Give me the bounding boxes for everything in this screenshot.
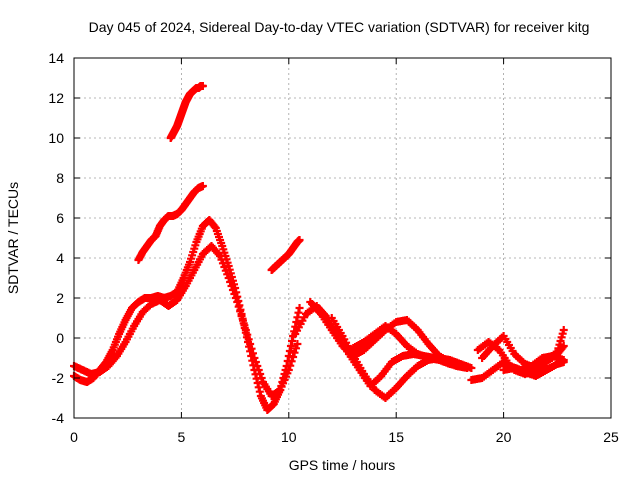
data-point	[228, 286, 237, 294]
x-axis-label: GPS time / hours	[289, 457, 396, 473]
x-tick-label: 25	[603, 429, 619, 445]
y-tick-label: 6	[56, 210, 64, 226]
data-point	[467, 364, 476, 372]
data-point	[247, 344, 256, 353]
data-point	[251, 358, 260, 366]
data-point	[237, 312, 246, 320]
x-tick-label: 10	[281, 429, 297, 445]
series-evening-rise	[267, 236, 304, 274]
plot-frame	[73, 57, 612, 419]
y-tick-label: 4	[56, 250, 64, 266]
data-point	[231, 294, 240, 302]
data-point	[253, 362, 262, 370]
data-point	[295, 236, 304, 244]
y-tick-label: -2	[52, 370, 65, 386]
data-point	[254, 366, 263, 374]
data-point	[234, 302, 243, 311]
data-points	[70, 82, 568, 414]
data-point	[236, 307, 245, 316]
data-point	[240, 321, 249, 330]
data-point	[249, 349, 257, 358]
data-point	[287, 357, 296, 366]
data-point	[198, 82, 207, 90]
data-point	[233, 298, 242, 306]
y-tick-label: 2	[56, 290, 64, 306]
series-top-arc	[166, 82, 207, 142]
series-main-diurnal	[70, 216, 304, 414]
data-point	[559, 342, 568, 350]
data-point	[227, 282, 236, 290]
chart-title: Day 045 of 2024, Sidereal Day-to-day VTE…	[89, 19, 590, 35]
y-tick-label: 14	[48, 50, 64, 66]
data-point	[291, 344, 300, 353]
data-point	[238, 316, 247, 325]
series-lower-envelope	[70, 242, 302, 400]
data-point	[559, 358, 568, 366]
data-point	[295, 304, 304, 312]
data-point	[250, 354, 259, 362]
y-tick-label: -4	[52, 410, 65, 426]
y-tick-label: 8	[56, 170, 64, 186]
data-point	[198, 182, 207, 190]
data-point	[246, 340, 255, 348]
x-tick-label: 15	[388, 429, 404, 445]
data-point	[284, 366, 293, 374]
y-tick-label: 0	[56, 330, 64, 346]
data-point	[241, 326, 250, 334]
y-tick-label: 12	[48, 90, 64, 106]
data-point	[224, 274, 233, 282]
data-point	[286, 361, 295, 370]
data-point	[290, 348, 299, 357]
series-night-4	[349, 322, 465, 370]
x-tick-label: 5	[178, 429, 186, 445]
data-point	[456, 362, 465, 370]
data-point	[293, 340, 302, 348]
data-point	[256, 370, 265, 378]
data-point	[230, 290, 239, 298]
data-point	[243, 330, 252, 339]
series-late-4	[499, 358, 568, 380]
data-point	[226, 278, 235, 286]
data-point	[559, 326, 568, 334]
x-tick-label: 20	[496, 429, 512, 445]
x-tick-label: 0	[70, 429, 78, 445]
data-point	[289, 353, 298, 361]
y-axis-label: SDTVAR / TECUs	[5, 182, 21, 294]
y-tick-label: 10	[48, 130, 64, 146]
axis-ticks: 0 5 10 15 20 25 -4 -2 0 2 4 6 8 10 12 14	[48, 50, 619, 445]
data-point	[257, 374, 266, 382]
series-upper-band	[134, 182, 207, 264]
data-point	[244, 335, 253, 344]
